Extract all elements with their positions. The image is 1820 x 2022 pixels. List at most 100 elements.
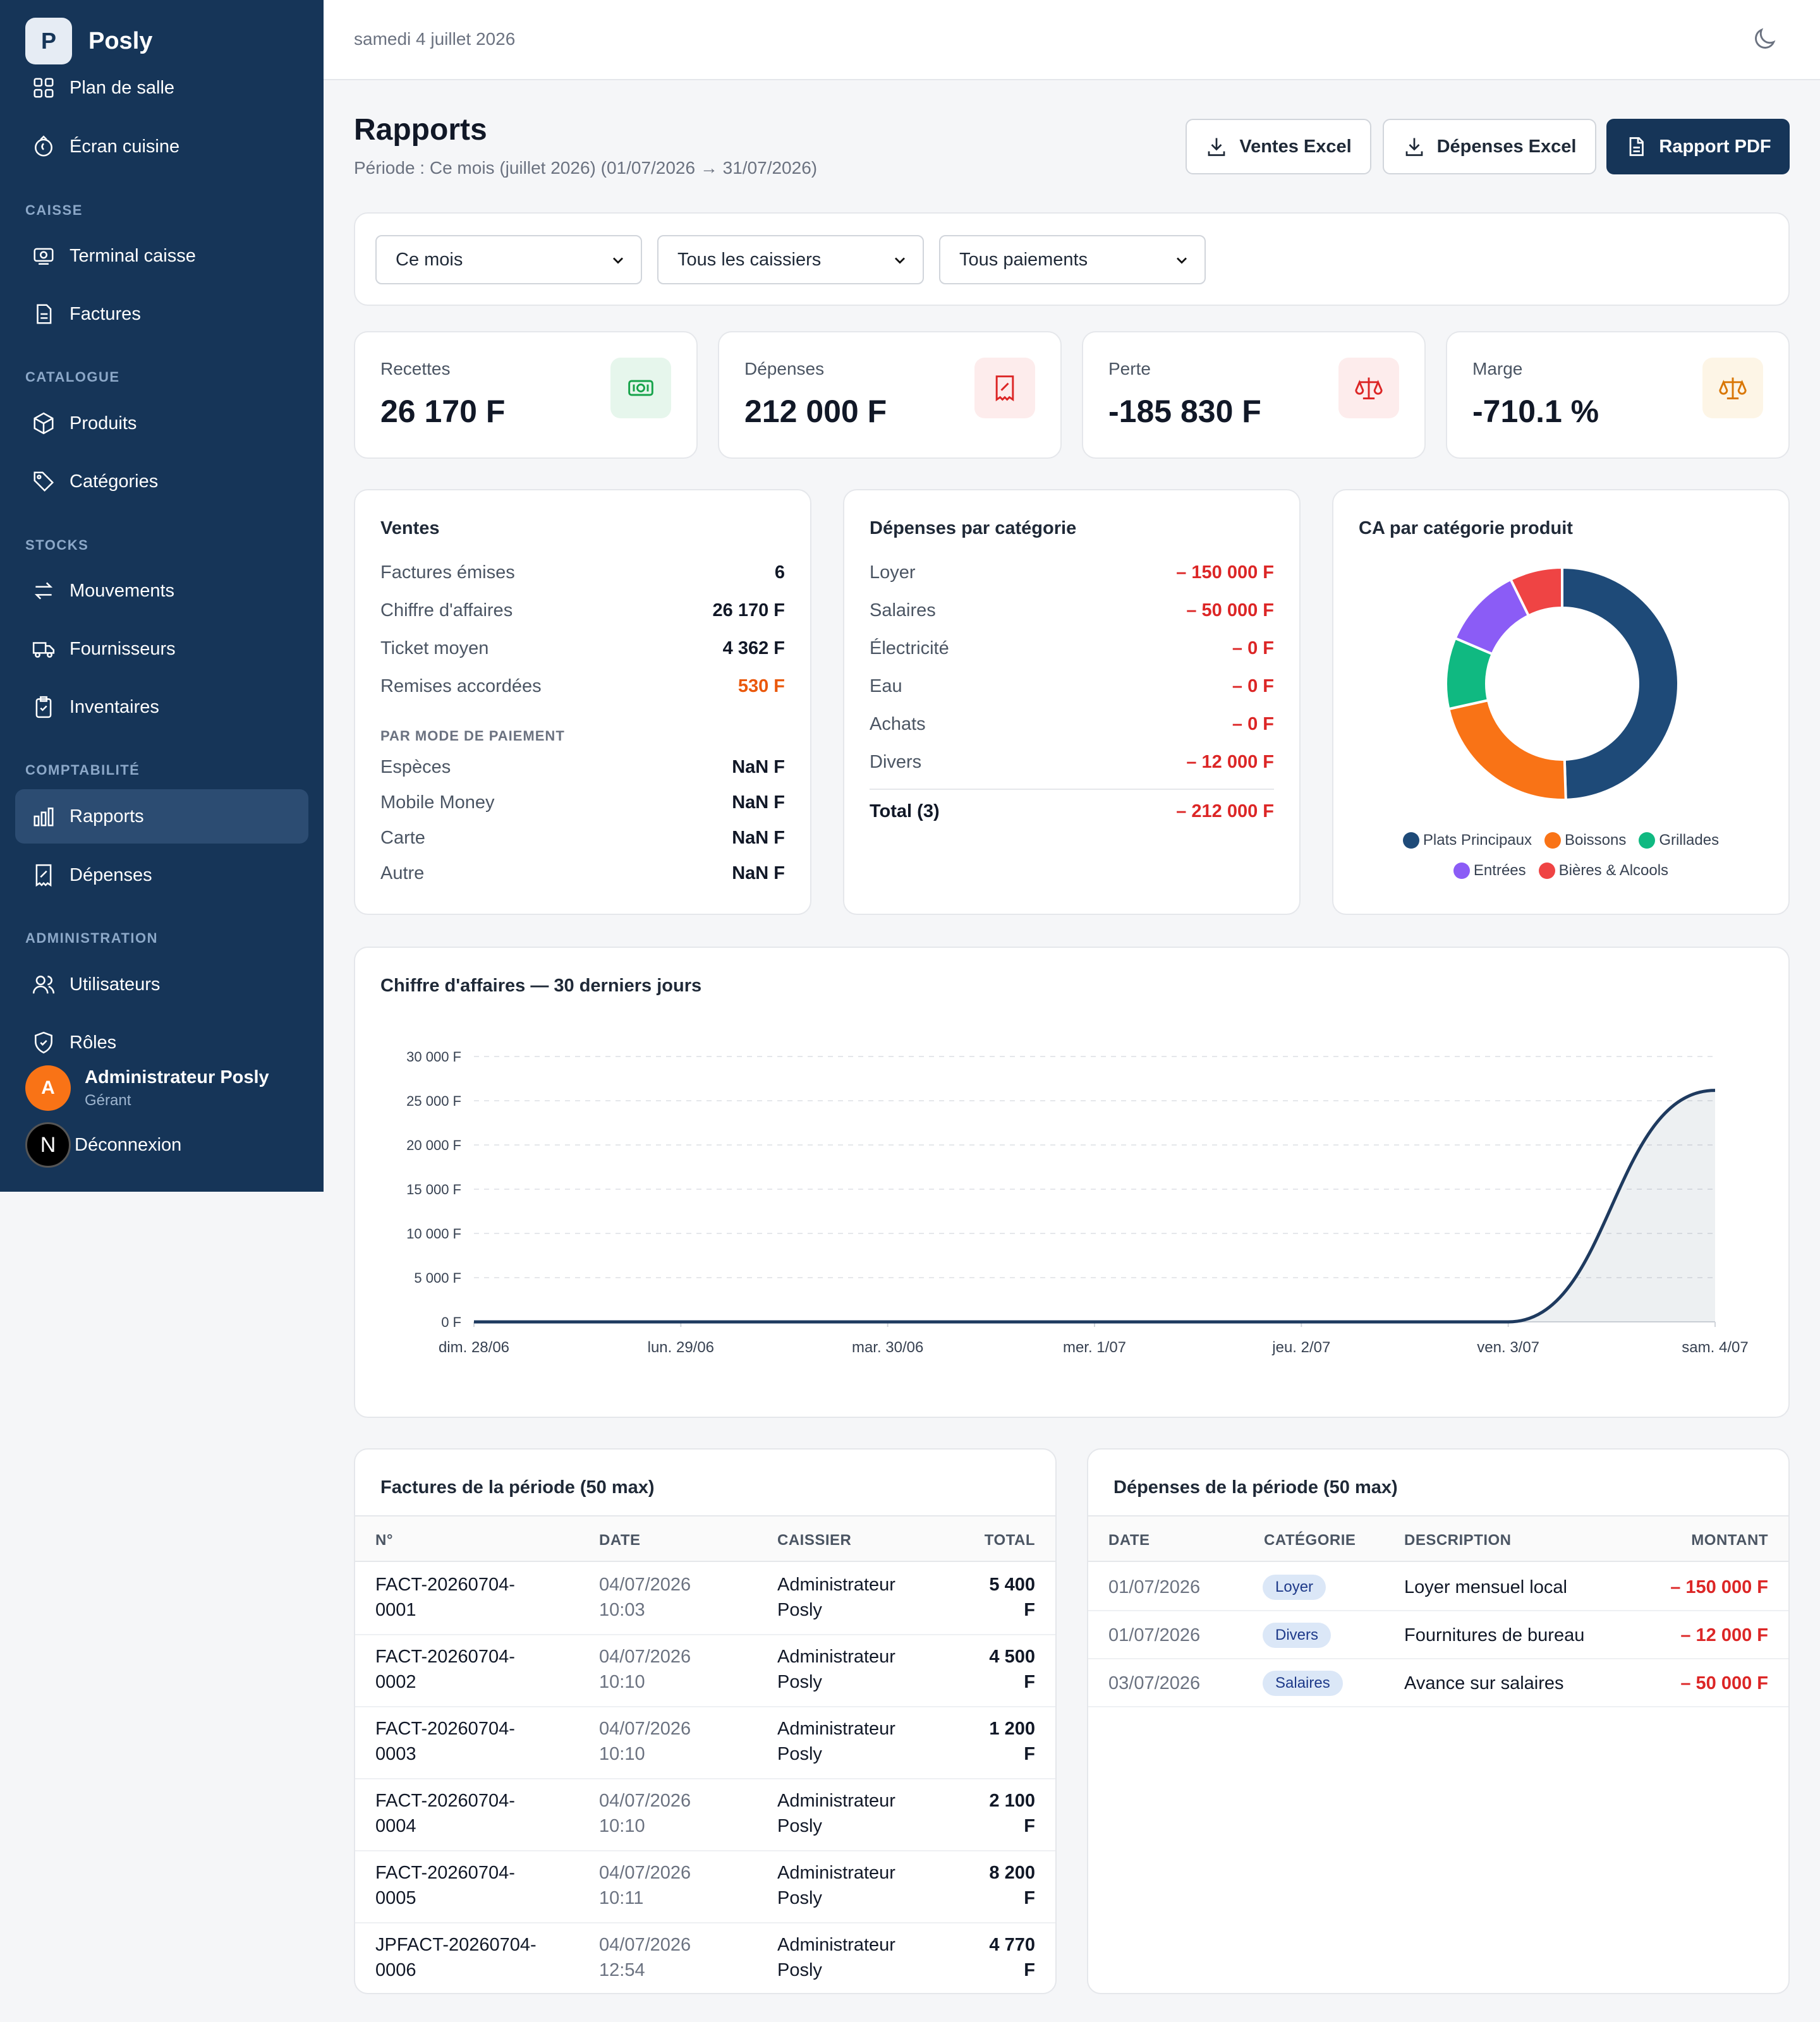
payment-select[interactable]: Tous paiements <box>939 235 1206 284</box>
kpi-card-perte: Perte -185 830 F <box>1082 331 1426 459</box>
row-value: 530 F <box>737 676 785 696</box>
legend-item[interactable]: Boissons <box>1544 832 1626 849</box>
table-row[interactable]: JPFACT-20260704- 0006 04/07/2026 12:54 Admin… <box>355 1923 1055 1993</box>
user-role: Gérant <box>85 1091 131 1109</box>
table-row[interactable]: 03/07/2026 Salaires Avance sur salaires – 5… <box>1088 1659 1788 1707</box>
expense-description: Loyer mensuel local <box>1404 1577 1567 1597</box>
row-value: – 0 F <box>1232 676 1274 696</box>
table-row[interactable]: 01/07/2026 Divers Fournitures de bureau – 1… <box>1088 1611 1788 1659</box>
card-title: Ventes <box>380 518 440 538</box>
logout-button[interactable]: N Déconnexion <box>25 1122 181 1168</box>
invoice-date: 04/07/2026 12:54 <box>599 1935 691 1980</box>
sidebar-item-utilisateurs[interactable]: Utilisateurs <box>15 957 308 1012</box>
column-header[interactable]: N° <box>375 1532 393 1549</box>
table-row[interactable]: FACT-20260704- 0001 04/07/2026 10:03 Adminis… <box>355 1563 1055 1635</box>
invoice-number[interactable]: JPFACT-20260704- 0006 <box>375 1935 537 1980</box>
legend-label: Grillades <box>1659 832 1720 849</box>
expenses-excel-button[interactable]: Dépenses Excel <box>1383 119 1596 174</box>
money-icon <box>610 358 671 418</box>
sidebar-item-label: Plan de salle <box>70 77 175 98</box>
sales-excel-button[interactable]: Ventes Excel <box>1186 119 1371 174</box>
kpi-label: Recettes <box>380 359 451 378</box>
payment-row: Mobile Money NaN F <box>380 792 785 818</box>
sidebar-item-produits[interactable]: Produits <box>15 396 308 451</box>
sidebar-item-inventaires[interactable]: Inventaires <box>15 680 308 734</box>
sidebar-item-label: Utilisateurs <box>70 974 161 995</box>
row-label: Eau <box>870 676 902 696</box>
pdf-report-button[interactable]: Rapport PDF <box>1606 119 1790 174</box>
user-profile[interactable]: A Administrateur Posly Gérant <box>25 1065 269 1111</box>
legend-item[interactable]: Grillades <box>1639 832 1719 849</box>
expense-category-row: Loyer – 150 000 F <box>870 562 1274 588</box>
column-header[interactable]: CATÉGORIE <box>1264 1532 1356 1549</box>
column-header[interactable]: DATE <box>1108 1532 1150 1549</box>
invoice-number[interactable]: FACT-20260704- 0002 <box>375 1647 515 1692</box>
current-date: samedi 4 juillet 2026 <box>354 29 516 49</box>
invoice-total: 4 770 F <box>989 1935 1035 1980</box>
pie-slice[interactable] <box>1447 698 1567 801</box>
invoice-number[interactable]: FACT-20260704- 0003 <box>375 1719 515 1764</box>
row-label: Ticket moyen <box>380 638 489 658</box>
column-header[interactable]: DATE <box>599 1532 641 1549</box>
series-line[interactable] <box>474 1089 1716 1324</box>
kpi-value: -185 830 F <box>1108 394 1261 429</box>
sidebar-item-plan-de-salle[interactable]: Plan de salle <box>15 61 308 115</box>
column-header[interactable]: DESCRIPTION <box>1404 1532 1512 1549</box>
legend-item[interactable]: Plats Principaux <box>1402 832 1532 849</box>
sidebar-item-label: Terminal caisse <box>70 245 196 266</box>
sidebar-item-fournisseurs[interactable]: Fournisseurs <box>15 622 308 676</box>
sidebar-item-rapports[interactable]: Rapports <box>15 789 308 844</box>
expenses-by-category-card: Dépenses par catégorie Loyer – 150 000 F … <box>843 489 1301 915</box>
cashier-select[interactable]: Tous les caissiers <box>657 235 924 284</box>
invoices-table-card: Factures de la période (50 max) N° DATE … <box>354 1448 1057 1994</box>
sidebar-item-categories[interactable]: Catégories <box>15 454 308 509</box>
receipt-icon <box>35 864 52 887</box>
legend-dot <box>1453 863 1470 879</box>
legend-label: Plats Principaux <box>1423 832 1532 849</box>
expense-category-row: Achats – 0 F <box>870 714 1274 739</box>
table-row[interactable]: FACT-20260704- 0005 04/07/2026 10:11 Adminis… <box>355 1851 1055 1923</box>
column-header[interactable]: CAISSIER <box>777 1532 852 1549</box>
clipboard-icon <box>35 696 52 718</box>
invoice-icon <box>37 304 52 324</box>
row-value: 4 362 F <box>722 638 785 658</box>
invoice-number[interactable]: FACT-20260704- 0004 <box>375 1791 515 1836</box>
column-header[interactable]: TOTAL <box>984 1532 1035 1549</box>
sidebar-item-roles[interactable]: Rôles <box>15 1015 308 1070</box>
table-row[interactable]: FACT-20260704- 0003 04/07/2026 10:10 Adminis… <box>355 1707 1055 1779</box>
table-row[interactable]: FACT-20260704- 0002 04/07/2026 10:10 Adminis… <box>355 1635 1055 1707</box>
invoice-cashier: Administrateur Posly <box>777 1863 895 1908</box>
invoice-number[interactable]: FACT-20260704- 0005 <box>375 1863 515 1908</box>
table-row[interactable]: FACT-20260704- 0004 04/07/2026 10:10 Adminis… <box>355 1779 1055 1851</box>
sidebar-item-terminal-caisse[interactable]: Terminal caisse <box>15 229 308 283</box>
invoice-number[interactable]: FACT-20260704- 0001 <box>375 1575 515 1620</box>
column-header[interactable]: MONTANT <box>1691 1532 1768 1549</box>
moon-icon[interactable] <box>1750 25 1778 53</box>
legend-item[interactable]: Bières & Alcools <box>1538 862 1668 880</box>
pie-slice[interactable] <box>1508 566 1563 618</box>
total-label: Total (3) <box>870 801 940 821</box>
legend-item[interactable]: Entrées <box>1453 862 1526 880</box>
sidebar: P Posly Plan de salle Écran cuisine CAIS… <box>0 0 324 1192</box>
brand[interactable]: P Posly <box>25 18 152 64</box>
pie-slice[interactable] <box>1561 566 1680 801</box>
floor-plan-icon <box>33 78 54 98</box>
row-value: – 12 000 F <box>1186 752 1274 772</box>
sidebar-item-ecran-cuisine[interactable]: Écran cuisine <box>15 119 308 174</box>
kpi-label: Marge <box>1472 359 1523 378</box>
period-select[interactable]: Ce mois <box>375 235 642 284</box>
sidebar-item-label: Factures <box>70 303 141 324</box>
invoice-date: 04/07/2026 10:11 <box>599 1863 691 1908</box>
sidebar-item-depenses[interactable]: Dépenses <box>15 848 308 902</box>
table-row[interactable]: 01/07/2026 Loyer Loyer mensuel local – 150 … <box>1088 1563 1788 1611</box>
row-value: – 0 F <box>1232 638 1274 658</box>
ca-by-category-card: CA par catégorie produit Plats Principau… <box>1332 489 1790 915</box>
period-subtitle: Période : Ce mois (juillet 2026) (01/07/… <box>354 158 818 178</box>
invoice-total: 8 200 F <box>989 1863 1035 1908</box>
shield-icon <box>35 1031 52 1054</box>
sidebar-item-factures[interactable]: Factures <box>15 287 308 341</box>
row-label: Remises accordées <box>380 676 542 696</box>
sidebar-item-mouvements[interactable]: Mouvements <box>15 564 308 618</box>
legend-dot <box>1538 863 1555 879</box>
period-select-value: Ce mois <box>396 249 463 270</box>
